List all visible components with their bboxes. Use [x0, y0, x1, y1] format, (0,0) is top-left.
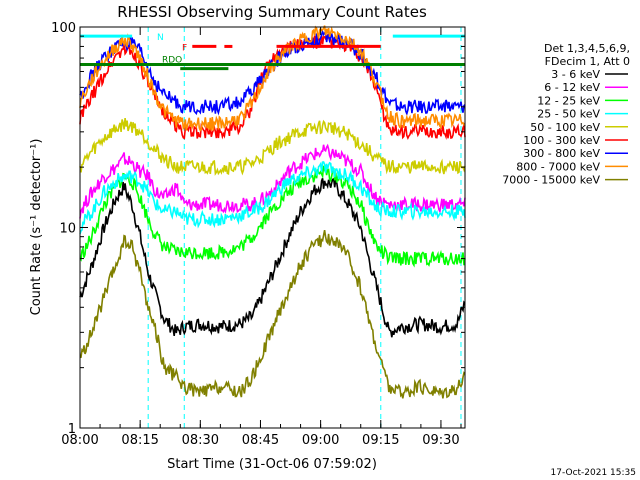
- x-tick-label-5: 09:15: [362, 433, 399, 448]
- series-line-2: [79, 164, 466, 268]
- y-tick-label-0: 1: [68, 422, 76, 437]
- overlay-label-1: F: [182, 43, 187, 53]
- legend-entry-6: 300 - 800 keV: [523, 147, 600, 160]
- legend-entry-3: 25 - 50 keV: [537, 108, 600, 121]
- legend-header-line-1: Det 1,3,4,5,6,9,: [544, 42, 630, 55]
- x-tick-label-4: 09:00: [302, 433, 339, 448]
- series-line-3: [79, 161, 466, 235]
- legend: Det 1,3,4,5,6,9, FDecim 1, Att 0 3 - 6 k…: [502, 42, 630, 187]
- series-line-6: [79, 29, 466, 117]
- chart-title: RHESSI Observing Summary Count Rates: [117, 3, 427, 21]
- overlay-label-2: RDO: [162, 56, 182, 66]
- y-tick-label-2: 100: [51, 21, 76, 36]
- series-line-8: [79, 229, 466, 399]
- legend-entry-8: 7000 - 15000 keV: [502, 174, 600, 187]
- legend-entry-0: 3 - 6 keV: [551, 68, 600, 81]
- x-tick-label-0: 08:00: [61, 433, 98, 448]
- footer-timestamp: 17-Oct-2021 15:35: [551, 468, 636, 478]
- legend-entry-7: 800 - 7000 keV: [516, 160, 600, 173]
- legend-entry-5: 100 - 300 keV: [523, 134, 600, 147]
- x-tick-label-6: 09:30: [422, 433, 459, 448]
- x-axis-label: Start Time (31-Oct-06 07:59:02): [167, 457, 377, 472]
- x-tick-label-3: 08:45: [242, 433, 279, 448]
- legend-entry-4: 50 - 100 keV: [530, 121, 600, 134]
- x-tick-label-1: 08:15: [121, 433, 158, 448]
- series-line-4: [79, 118, 466, 176]
- legend-entry-1: 6 - 12 keV: [544, 81, 600, 94]
- y-axis-label: Count Rate (s⁻¹ detector⁻¹): [29, 139, 44, 316]
- series-line-0: [79, 176, 466, 338]
- legend-entry-2: 12 - 25 keV: [537, 94, 600, 107]
- y-ticks: 1 10 100: [51, 21, 465, 437]
- series-line-7: [79, 25, 466, 132]
- x-tick-label-2: 08:30: [182, 433, 219, 448]
- y-tick-label-1: 10: [59, 222, 76, 237]
- legend-header-line-2: FDecim 1, Att 0: [545, 55, 630, 68]
- overlay-label-0: N: [157, 33, 164, 43]
- x-ticks: 08:00 08:15 08:30 08:45 09:00 09:15 09:30: [61, 27, 462, 448]
